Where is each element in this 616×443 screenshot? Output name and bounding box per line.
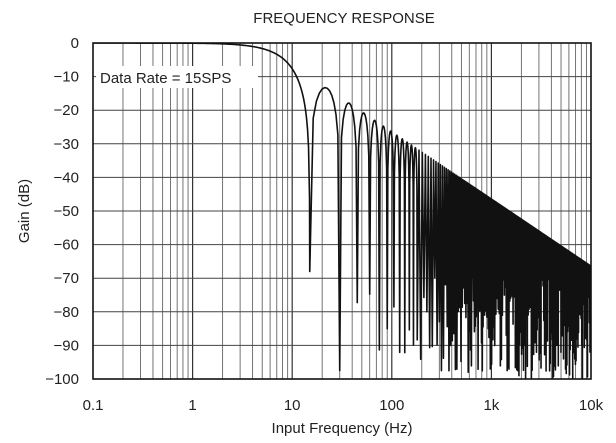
y-tick-label: 0 <box>71 35 79 52</box>
x-tick-label: 0.1 <box>83 397 104 414</box>
y-axis-label: Gain (dB) <box>16 179 33 243</box>
y-tick-label: −90 <box>54 337 79 354</box>
x-tick-label: 100 <box>379 397 404 414</box>
plot-frame <box>92 42 592 380</box>
y-tick-label: −60 <box>54 237 79 254</box>
y-axis-ticks: 0 −10 −20 −30 −40 −50 −60 −70 −80 −90 −100 <box>45 35 79 388</box>
y-tick-label: −70 <box>54 270 79 287</box>
data-rate-annotation: Data Rate = 15SPS <box>96 66 258 88</box>
x-tick-label: 10 <box>284 397 301 414</box>
y-tick-label: −50 <box>54 203 79 220</box>
x-tick-label: 1 <box>188 397 196 414</box>
annotation-background <box>96 66 258 88</box>
chart-title: FREQUENCY RESPONSE <box>253 10 434 27</box>
y-tick-label: −10 <box>54 69 79 86</box>
y-tick-label: −20 <box>54 102 79 119</box>
x-tick-label: 10k <box>579 397 604 414</box>
y-tick-label: −30 <box>54 136 79 153</box>
y-tick-label: −40 <box>54 169 79 186</box>
series-line-gain-response <box>93 43 591 379</box>
y-tick-label: −100 <box>45 371 79 388</box>
y-tick-label: −80 <box>54 304 79 321</box>
x-axis-ticks: 0.1 1 10 100 1k 10k <box>83 397 604 414</box>
annotation-text: Data Rate = 15SPS <box>100 70 231 87</box>
x-axis-label: Input Frequency (Hz) <box>272 420 413 437</box>
x-tick-label: 1k <box>483 397 499 414</box>
